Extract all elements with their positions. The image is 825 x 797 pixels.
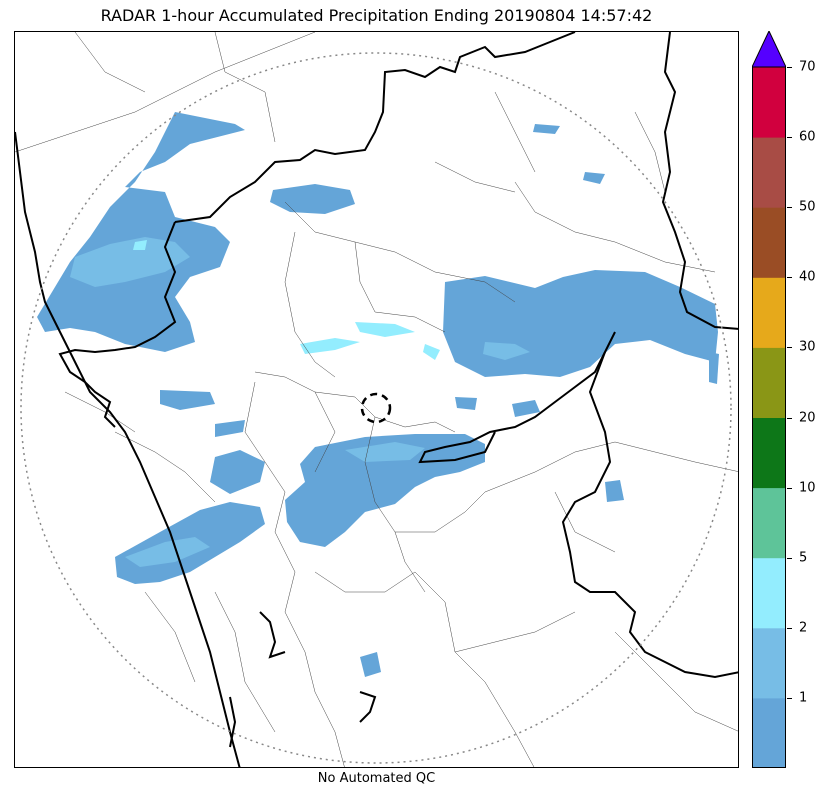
colorbar-tick xyxy=(787,557,792,559)
precip-area-northeast-dot xyxy=(583,172,605,184)
state-border-southeast xyxy=(418,331,616,464)
colorbar-bin xyxy=(752,487,786,559)
district-borders xyxy=(15,32,738,767)
precip-colorbar xyxy=(751,29,787,769)
colorbar-bin xyxy=(752,207,786,278)
colorbar-tick xyxy=(787,697,792,699)
precip-area-southeast xyxy=(605,480,624,502)
colorbar-border xyxy=(752,66,786,768)
colorbar-tick-label: 30 xyxy=(799,339,816,355)
colorbar-tick-label: 20 xyxy=(799,410,816,425)
precip-area-west-small xyxy=(215,420,245,437)
colorbar-tick-label: 40 xyxy=(799,269,816,285)
state-border-east xyxy=(661,32,738,330)
colorbar-extend-arrow xyxy=(751,29,787,68)
colorbar-bin xyxy=(752,417,786,489)
precip-area-south xyxy=(360,652,381,677)
colorbar-tick-label: 50 xyxy=(799,199,816,215)
radar-site-marker xyxy=(360,392,392,424)
colorbar-tick xyxy=(787,277,792,279)
state-borders xyxy=(15,32,738,767)
state-border-island-3 xyxy=(229,696,237,748)
colorbar-tick xyxy=(787,137,792,139)
state-border-west-inner xyxy=(58,221,177,428)
colorbar-tick-label: 5 xyxy=(799,550,808,566)
state-border-island-2 xyxy=(359,691,377,723)
precip-area-west-band xyxy=(160,390,215,410)
precip-cyan-dot xyxy=(133,240,147,250)
precipitation-layer xyxy=(37,112,719,677)
radar-map xyxy=(14,31,739,768)
qc-status-label: No Automated QC xyxy=(317,771,436,786)
precip-core-southwest xyxy=(125,537,210,567)
precip-area-central xyxy=(285,434,485,547)
colorbar-tick xyxy=(787,627,792,629)
colorbar-bin xyxy=(752,557,786,629)
colorbar-tick xyxy=(787,487,792,489)
colorbar-canvas xyxy=(751,29,787,769)
colorbar-tick xyxy=(787,417,792,419)
colorbar-tick-label: 2 xyxy=(799,620,808,636)
colorbar-tick-label: 70 xyxy=(799,59,816,75)
radar-range-ring xyxy=(20,52,732,764)
precip-cyan-scatter-3 xyxy=(423,344,440,360)
colorbar-tick xyxy=(787,347,792,349)
precip-area-northwest xyxy=(37,112,245,352)
colorbar-bin xyxy=(752,277,786,348)
colorbar-bin xyxy=(752,137,786,208)
colorbar-tick xyxy=(787,207,792,209)
colorbar-tick xyxy=(787,67,792,68)
precip-area-north xyxy=(270,184,355,214)
precip-cyan-scatter-2 xyxy=(355,322,415,337)
precip-core-central xyxy=(345,442,425,462)
precip-area-south-central xyxy=(455,397,477,410)
precip-area-east-edge xyxy=(709,352,719,384)
precip-area-east-small xyxy=(512,400,540,417)
colorbar-tick-label: 1 xyxy=(799,690,808,706)
precip-core-east xyxy=(483,342,530,360)
colorbar-tick-label: 10 xyxy=(799,480,816,496)
colorbar-tick-label: 60 xyxy=(799,129,816,145)
map-title: RADAR 1-hour Accumulated Precipitation E… xyxy=(100,6,653,25)
colorbar-bin xyxy=(752,347,786,418)
precip-area-central-west xyxy=(210,450,265,494)
state-border-coast xyxy=(15,131,241,767)
precip-area-northeast-small xyxy=(533,124,560,134)
colorbar-bin xyxy=(752,67,786,138)
state-border-north xyxy=(174,32,576,223)
map-canvas xyxy=(15,32,738,767)
state-border-island-1 xyxy=(259,611,286,659)
colorbar-bin xyxy=(752,697,786,769)
colorbar-bin xyxy=(752,627,786,699)
precip-area-east xyxy=(443,270,718,377)
precip-cyan-scatter-1 xyxy=(300,338,360,354)
precip-core-northwest xyxy=(70,237,190,287)
state-border-south-east xyxy=(561,351,738,679)
